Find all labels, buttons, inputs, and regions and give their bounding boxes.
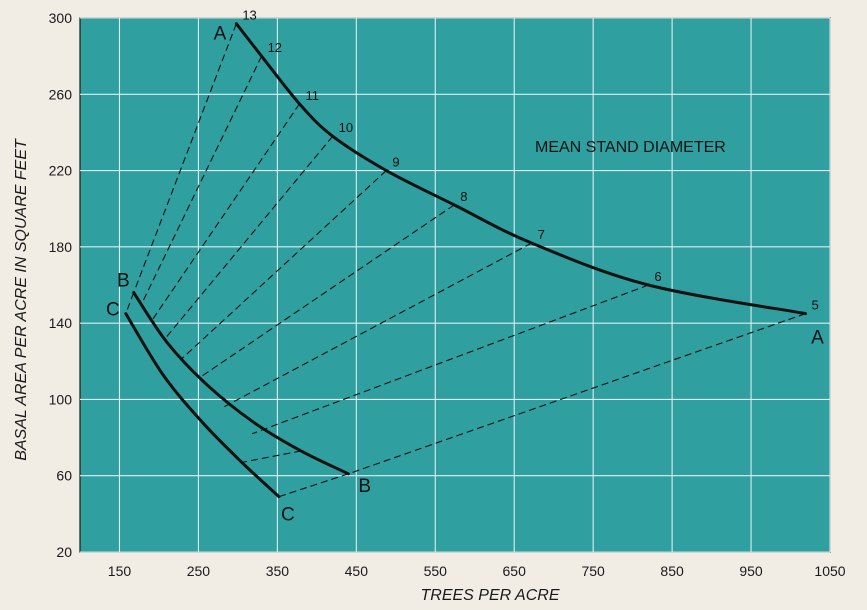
curve-letter-A-end: A [811,328,824,349]
grid [80,17,831,553]
guide-line-13 [133,23,237,293]
diameter-label-6: 6 [654,269,661,284]
series-lines [124,22,808,499]
x-tick-label-650: 650 [503,563,527,579]
diameter-label-13: 13 [242,8,256,23]
diameter-label-11: 11 [305,88,319,103]
x-tick-label-950: 950 [739,563,763,579]
x-tick-label-550: 550 [424,563,448,579]
series-curve-A [234,22,808,316]
annotation-mean-stand-diameter: MEAN STAND DIAMETER [535,139,726,156]
y-tick-label-100: 100 [49,391,73,407]
series-curve-C [124,312,281,499]
diameter-label-7: 7 [538,227,545,242]
guide-lines [125,23,806,498]
y-tick-label-260: 260 [49,86,73,102]
x-tick-label-750: 750 [581,563,605,579]
x-tick-label-450: 450 [345,563,369,579]
diameter-label-10: 10 [339,120,353,135]
x-axis-title: TREES PER ACRE [421,587,560,604]
x-tick-label-1050: 1050 [814,563,845,579]
diameter-label-12: 12 [268,40,282,55]
curve-letter-C-end: C [281,505,295,526]
plot-background [79,17,831,553]
guide-line-extra-9 [278,473,349,498]
guide-line-extra-10 [125,292,135,314]
guide-line-5 [348,313,806,475]
curve-letter-C-start: C [106,300,120,321]
x-tick-label-250: 250 [187,563,211,579]
guide-line-7 [223,242,532,408]
y-tick-label-20: 20 [56,544,72,560]
series-curve-B [132,291,350,476]
guide-line-6 [251,284,649,435]
x-tick-label-150: 150 [108,563,132,579]
x-tick-label-350: 350 [266,563,290,579]
curve-letter-A-start: A [214,24,227,45]
diameter-label-8: 8 [460,189,467,204]
x-tick-labels: 150 250 350 450 550 650 750 850 950 1050 [108,563,846,579]
guide-line-extra-11 [241,450,302,463]
diameter-label-5: 5 [812,298,819,313]
y-tick-labels: 20 60 100 140 180 220 260 300 [49,10,73,560]
y-tick-label-220: 220 [49,163,73,179]
diameter-label-9: 9 [392,155,399,170]
y-tick-label-300: 300 [49,10,73,26]
y-axis-title: BASAL AREA PER ACRE IN SQUARE FEET [13,138,30,461]
curve-letter-B-start: B [117,271,130,292]
guide-line-8 [198,204,455,379]
y-tick-label-140: 140 [49,315,73,331]
guide-line-9 [180,170,387,360]
guide-line-12 [141,55,263,305]
x-tick-label-850: 850 [660,563,684,579]
curve-letter-B-end: B [358,476,371,497]
y-tick-label-180: 180 [49,239,73,255]
y-tick-label-60: 60 [56,468,72,484]
